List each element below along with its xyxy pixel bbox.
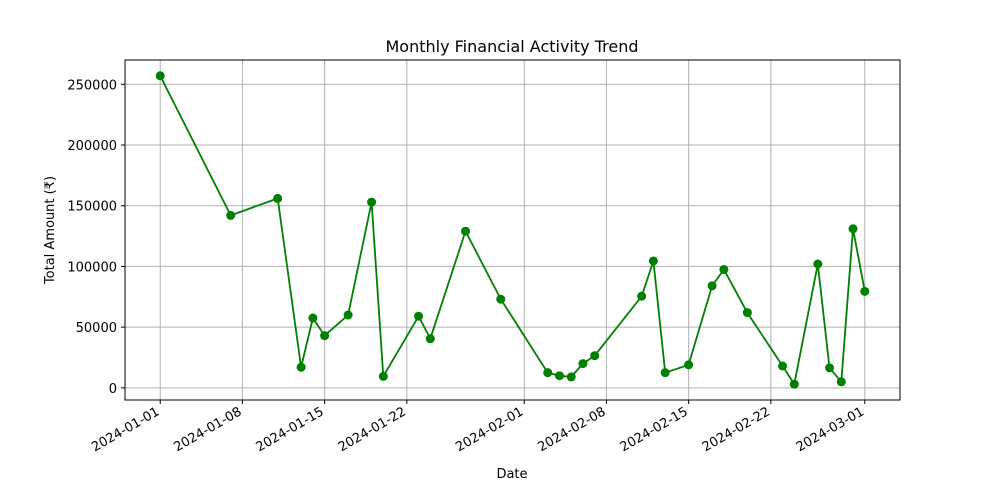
x-axis-label: Date <box>496 467 527 482</box>
data-point <box>461 226 471 236</box>
y-tick-label: 250000 <box>67 78 117 93</box>
data-point <box>425 334 435 344</box>
y-tick-label: 0 <box>109 382 117 397</box>
data-point <box>836 377 846 387</box>
data-point <box>707 281 717 291</box>
data-point <box>648 256 658 266</box>
y-axis-ticks: 0 50000 100000 150000 200000 250000 <box>67 78 125 397</box>
data-point <box>848 224 858 234</box>
chart-title: Monthly Financial Activity Trend <box>385 37 638 56</box>
y-tick-label: 200000 <box>67 139 117 154</box>
y-tick-label: 150000 <box>67 200 117 215</box>
data-point <box>590 351 600 361</box>
data-point <box>637 291 647 301</box>
data-series <box>155 71 870 389</box>
data-point <box>660 368 670 378</box>
y-tick-label: 100000 <box>67 260 117 275</box>
data-point <box>860 286 870 296</box>
grid-lines <box>125 60 900 400</box>
data-point <box>684 360 694 370</box>
data-point <box>367 197 377 207</box>
y-tick-label: 50000 <box>76 321 117 336</box>
data-point <box>566 372 576 382</box>
data-point <box>778 361 788 371</box>
data-point <box>578 359 588 369</box>
data-point <box>789 379 799 389</box>
data-point <box>554 371 564 381</box>
data-point <box>343 310 353 320</box>
data-point <box>742 308 752 318</box>
plot-frame <box>124 59 901 401</box>
data-point <box>825 363 835 373</box>
data-point <box>414 311 424 321</box>
data-point <box>719 264 729 274</box>
data-point <box>226 210 236 220</box>
data-point <box>296 362 306 372</box>
data-point <box>308 313 318 323</box>
data-point <box>496 294 506 304</box>
data-point <box>543 368 553 378</box>
data-point <box>273 193 283 203</box>
data-point <box>320 331 330 341</box>
data-point <box>378 371 388 381</box>
data-point <box>813 259 823 269</box>
data-point <box>155 71 165 81</box>
y-axis-label: Total Amount (₹) <box>43 176 58 285</box>
